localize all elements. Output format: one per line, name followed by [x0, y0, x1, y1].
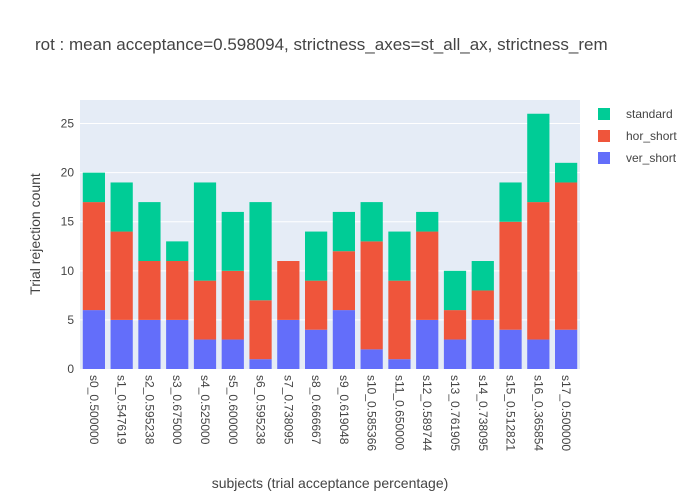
- x-tick-label: s13_0.761905: [448, 375, 462, 451]
- plot-area: [80, 100, 580, 369]
- bar-hor_short-5[interactable]: [221, 270, 244, 340]
- bar-ver_short-0[interactable]: [82, 310, 105, 369]
- bar-hor_short-13[interactable]: [443, 310, 467, 340]
- bar-ver_short-10[interactable]: [360, 349, 383, 369]
- bar-ver_short-17[interactable]: [555, 329, 578, 369]
- bar-ver_short-12[interactable]: [416, 319, 439, 369]
- x-tick-label: s6_0.595238: [254, 375, 268, 445]
- x-tick-label: s3_0.675000: [170, 375, 184, 445]
- bar-standard-6[interactable]: [249, 202, 272, 301]
- bar-hor_short-10[interactable]: [360, 241, 383, 350]
- bar-ver_short-3[interactable]: [166, 319, 189, 369]
- bar-hor_short-12[interactable]: [416, 231, 439, 320]
- bar-standard-14[interactable]: [471, 261, 494, 291]
- bar-standard-1[interactable]: [110, 182, 133, 232]
- bar-hor_short-0[interactable]: [82, 202, 105, 311]
- y-tick-label: 15: [61, 215, 75, 229]
- y-tick-label: 10: [61, 264, 75, 278]
- x-tick-label: s2_0.595238: [142, 375, 156, 445]
- x-tick-label: s10_0.585366: [365, 375, 379, 451]
- bar-standard-3[interactable]: [166, 241, 189, 262]
- legend[interactable]: standard hor_short ver_short: [598, 107, 677, 165]
- x-tick-label: s12_0.589744: [420, 375, 434, 451]
- x-tick-labels: s0_0.500000 s1_0.547619 s2_0.595238 s3_0.67…: [87, 375, 573, 451]
- x-tick-label: s4_0.525000: [198, 375, 212, 445]
- bars: [82, 113, 578, 369]
- x-tick-label: s17_0.500000: [559, 375, 573, 451]
- bar-ver_short-8[interactable]: [305, 329, 328, 369]
- bar-hor_short-9[interactable]: [332, 251, 355, 311]
- bar-ver_short-5[interactable]: [221, 339, 244, 369]
- bar-ver_short-15[interactable]: [499, 329, 522, 369]
- bar-standard-15[interactable]: [499, 182, 522, 222]
- bar-ver_short-9[interactable]: [332, 310, 355, 369]
- bar-ver_short-1[interactable]: [110, 319, 133, 369]
- bar-hor_short-11[interactable]: [388, 280, 411, 360]
- bar-hor_short-3[interactable]: [166, 261, 189, 320]
- bar-hor_short-4[interactable]: [193, 280, 217, 340]
- x-tick-label: s0_0.500000: [87, 375, 101, 445]
- x-tick-label: s8_0.666667: [309, 375, 323, 445]
- legend-item-hor_short[interactable]: hor_short: [626, 129, 677, 143]
- bar-standard-10[interactable]: [360, 202, 383, 242]
- bar-ver_short-6[interactable]: [249, 359, 272, 369]
- x-tick-label: s1_0.547619: [115, 375, 129, 445]
- y-tick-label: 5: [67, 313, 74, 327]
- x-tick-label: s14_0.738095: [476, 375, 490, 451]
- x-tick-label: s11_0.650000: [392, 375, 406, 451]
- bar-ver_short-4[interactable]: [193, 339, 217, 369]
- bar-standard-4[interactable]: [193, 182, 217, 281]
- y-tick-label: 20: [61, 166, 75, 180]
- chart-title: rot : mean acceptance=0.598094, strictne…: [35, 35, 608, 54]
- bar-ver_short-11[interactable]: [388, 359, 411, 369]
- bar-hor_short-7[interactable]: [277, 261, 300, 320]
- bar-standard-13[interactable]: [443, 270, 467, 311]
- y-axis-label: Trial rejection count: [27, 173, 43, 295]
- bar-standard-16[interactable]: [527, 113, 550, 203]
- y-tick-labels: 0 5 10 15 20 25: [61, 117, 75, 376]
- legend-item-standard[interactable]: standard: [626, 107, 673, 121]
- bar-standard-9[interactable]: [332, 211, 355, 252]
- bar-ver_short-7[interactable]: [277, 319, 300, 369]
- bar-hor_short-2[interactable]: [138, 261, 161, 320]
- bar-hor_short-16[interactable]: [527, 202, 550, 340]
- bar-hor_short-15[interactable]: [499, 221, 522, 330]
- gridlines: [80, 123, 580, 321]
- x-tick-label: s5_0.600000: [226, 375, 240, 445]
- bar-hor_short-17[interactable]: [555, 182, 578, 330]
- bar-ver_short-2[interactable]: [138, 319, 161, 369]
- x-axis-label: subjects (trial acceptance percentage): [212, 475, 449, 491]
- x-tick-label: s9_0.619048: [337, 375, 351, 445]
- bar-standard-2[interactable]: [138, 202, 161, 262]
- bar-standard-8[interactable]: [305, 231, 328, 281]
- bar-ver_short-14[interactable]: [471, 319, 494, 369]
- bar-standard-11[interactable]: [388, 231, 411, 281]
- legend-swatch-standard[interactable]: [598, 108, 610, 120]
- bar-hor_short-6[interactable]: [249, 300, 272, 360]
- legend-swatch-hor_short[interactable]: [598, 130, 610, 142]
- bar-standard-17[interactable]: [555, 162, 578, 183]
- bar-standard-5[interactable]: [221, 211, 244, 271]
- legend-item-ver_short[interactable]: ver_short: [626, 151, 677, 165]
- bar-ver_short-13[interactable]: [443, 339, 467, 369]
- bar-standard-12[interactable]: [416, 211, 439, 232]
- bar-hor_short-14[interactable]: [471, 290, 494, 320]
- bar-ver_short-16[interactable]: [527, 339, 550, 369]
- y-tick-label: 25: [61, 117, 75, 131]
- legend-swatch-ver_short[interactable]: [598, 152, 610, 164]
- x-tick-label: s7_0.738095: [281, 375, 295, 445]
- bar-standard-0[interactable]: [82, 172, 105, 203]
- bar-hor_short-1[interactable]: [110, 231, 133, 320]
- bar-hor_short-8[interactable]: [305, 280, 328, 330]
- y-tick-label: 0: [67, 362, 74, 376]
- x-tick-label: s16_0.365854: [531, 375, 545, 451]
- x-tick-label: s15_0.512821: [504, 375, 518, 451]
